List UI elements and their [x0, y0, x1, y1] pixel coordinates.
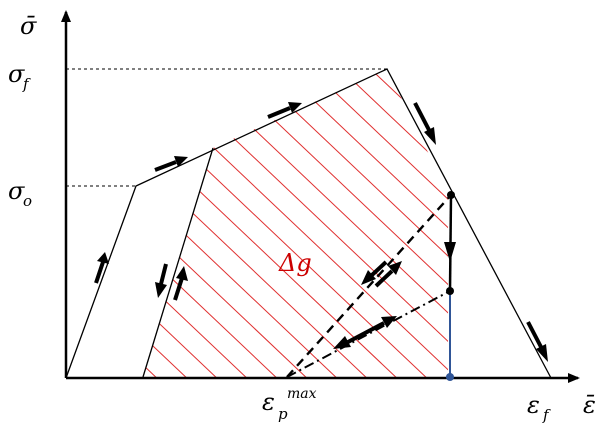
svg-text:p: p — [278, 405, 288, 423]
hatch-line — [143, 69, 211, 377]
hatch-line — [550, 40, 599, 400]
hatch-line — [143, 69, 331, 377]
hatch-line — [143, 69, 361, 377]
hatch-line — [189, 69, 448, 377]
hatch-line — [460, 40, 599, 400]
stress-strain-curve — [65, 68, 552, 379]
svg-text:f: f — [22, 75, 31, 93]
hatch-line — [143, 69, 391, 377]
hatch-line — [429, 69, 448, 377]
unload-reload-line — [142, 147, 214, 378]
arrow-reloading — [173, 266, 188, 301]
lower-point — [446, 287, 454, 295]
hatch-line — [369, 69, 448, 377]
svg-text:max: max — [287, 386, 317, 402]
hatch-line — [143, 69, 448, 377]
svg-text:ε: ε — [262, 388, 275, 416]
x-axis-label: ε̄ — [583, 391, 596, 419]
svg-text:σ: σ — [8, 60, 25, 88]
hatch-line — [143, 69, 448, 377]
arrow-hardening-1 — [154, 156, 188, 172]
y-axis-label: σ̄ — [20, 12, 37, 40]
arrow-dashed-down — [361, 260, 388, 285]
hatch-line — [143, 69, 241, 377]
hatch-line — [339, 69, 448, 377]
hatch-line — [309, 69, 448, 377]
base-point — [446, 373, 454, 381]
svg-text:ε: ε — [527, 391, 540, 419]
sigma-o-label: σ o — [8, 177, 32, 210]
hatched-region — [143, 40, 599, 400]
vertical-drop-arrowhead — [444, 242, 456, 262]
hatch-line — [143, 69, 421, 377]
delta-g-label: Δg — [278, 249, 312, 277]
hatch-line — [279, 69, 448, 377]
arrow-unloading — [155, 263, 168, 298]
eps-f-label: ε f — [527, 391, 551, 423]
hatch-line — [580, 40, 599, 400]
hatch-lines — [143, 40, 599, 400]
svg-text:f: f — [542, 406, 551, 423]
eps-p-max-label: ε p max — [262, 386, 317, 423]
dash-dot-line-lower — [286, 290, 451, 378]
arrow-softening — [413, 102, 436, 145]
direction-arrows — [94, 102, 548, 362]
hatch-line — [143, 69, 271, 377]
svg-text:o: o — [23, 192, 32, 210]
svg-text:σ: σ — [8, 177, 25, 205]
sigma-f-label: σ f — [8, 60, 31, 93]
arrow-hardening-2 — [267, 102, 302, 119]
arrow-double-headed — [333, 316, 397, 349]
hatch-line — [520, 40, 599, 400]
arrow-final-softening — [526, 321, 548, 362]
dashed-line-upper — [286, 194, 452, 378]
arrow-elastic-loading — [94, 252, 109, 284]
hatch-line — [143, 69, 301, 377]
hatch-line — [143, 69, 448, 377]
upper-point — [447, 191, 455, 199]
arrow-dashed-up — [374, 261, 402, 288]
